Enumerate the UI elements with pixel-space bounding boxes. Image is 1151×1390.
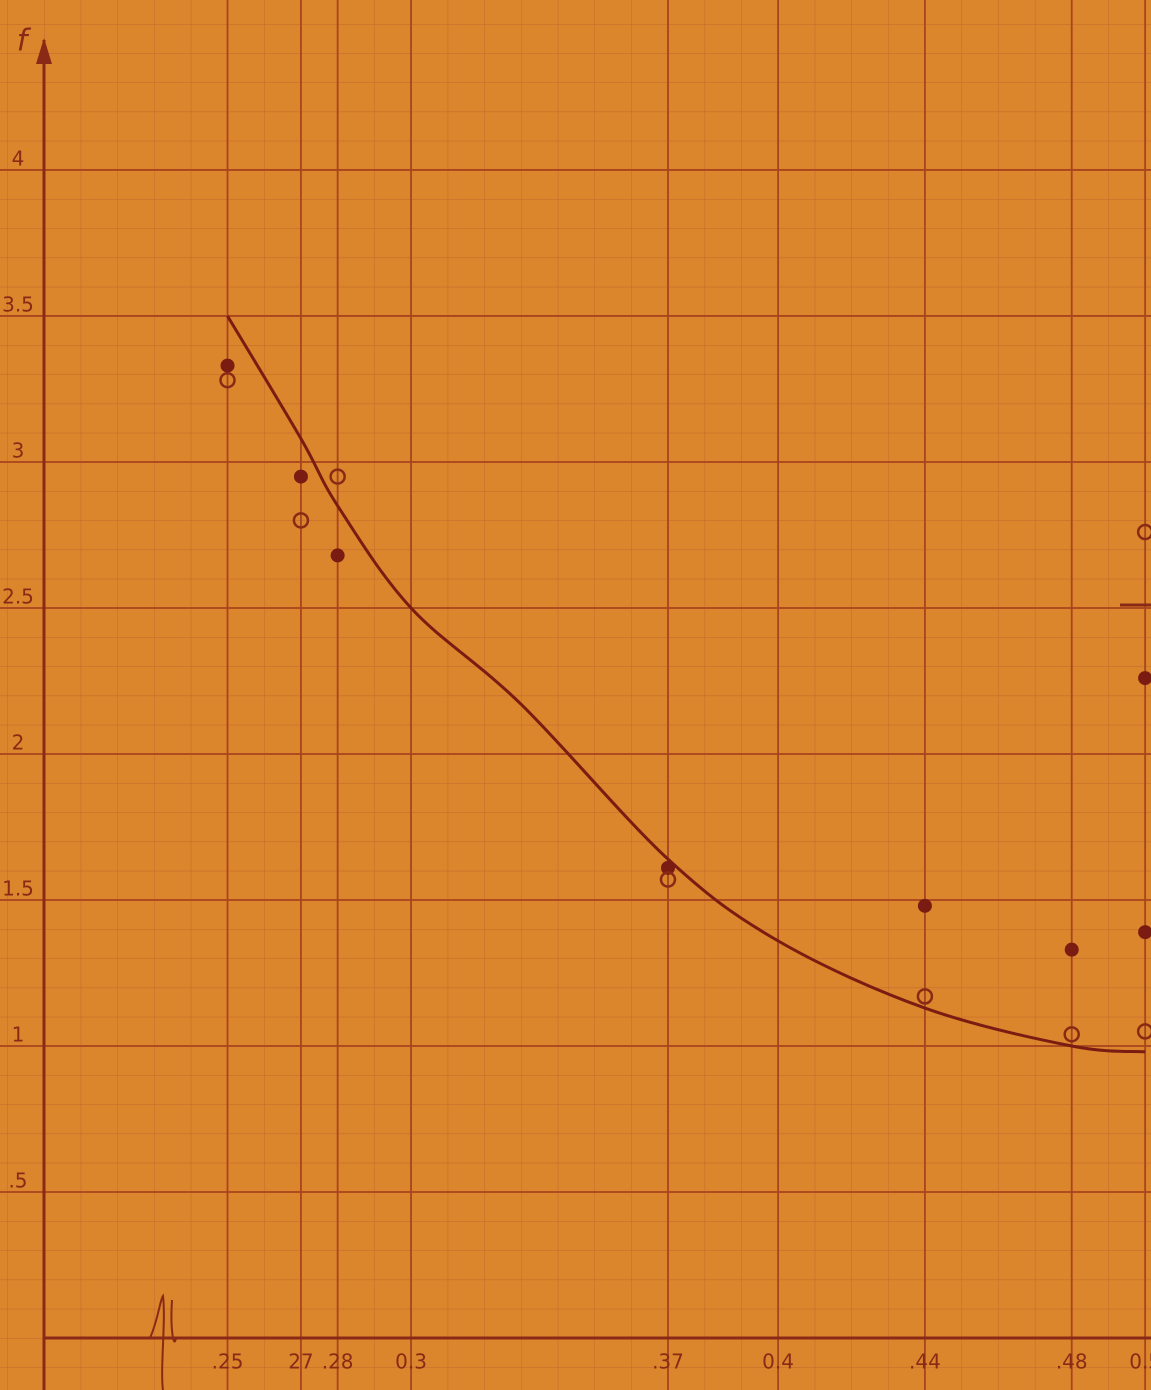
filled-point (294, 470, 307, 483)
filled-point (1139, 672, 1151, 685)
y-tick-label: 3.5 (2, 292, 34, 316)
x-tick-label: .48 (1056, 1350, 1088, 1374)
x-tick-label: 0.4 (762, 1350, 794, 1374)
filled-point (331, 549, 344, 562)
y-tick-label: 2 (12, 730, 25, 754)
y-tick-label: 2.5 (2, 584, 34, 608)
y-tick-label: .5 (8, 1169, 27, 1193)
x-tick-label: 27 (288, 1350, 313, 1374)
x-tick-label: .28 (322, 1350, 354, 1374)
x-tick-label: .25 (212, 1350, 244, 1374)
filled-point (1065, 943, 1078, 956)
y-tick-label: 1 (12, 1023, 25, 1047)
graph-paper (0, 0, 1151, 1390)
x-tick-label: .37 (652, 1350, 684, 1374)
y-tick-label: 1.5 (2, 876, 34, 900)
filled-point (918, 899, 931, 912)
filled-point (221, 359, 234, 372)
y-tick-label: 4 (12, 146, 25, 170)
x-tick-label: 0.5 (1129, 1350, 1151, 1374)
x-tick-label: .44 (909, 1350, 941, 1374)
x-tick-label: 0.3 (395, 1350, 427, 1374)
y-tick-label: 3 (12, 438, 25, 462)
chart: f .511.522.533.54.2527.280.3.370.4.44.48… (0, 0, 1151, 1390)
filled-point (1139, 926, 1151, 939)
